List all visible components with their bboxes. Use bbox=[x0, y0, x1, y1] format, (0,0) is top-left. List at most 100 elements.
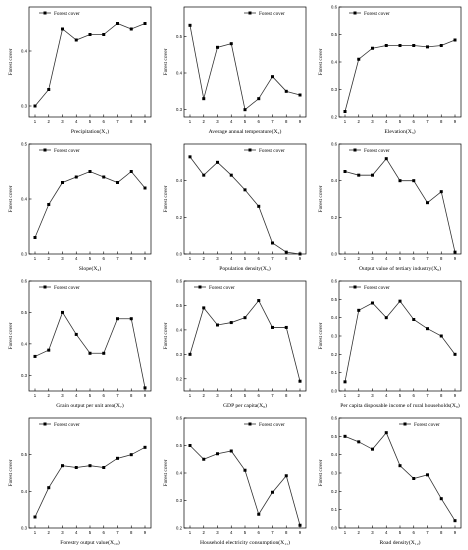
y-axis-label: Forest cover bbox=[318, 185, 324, 212]
x-tick-label: 9 bbox=[144, 530, 147, 535]
x-tick-label: 2 bbox=[48, 393, 51, 398]
data-point bbox=[426, 473, 429, 477]
data-point bbox=[188, 155, 192, 159]
y-tick-label: 0.5 bbox=[176, 443, 183, 448]
y-axis-label: Forest cover bbox=[318, 322, 324, 349]
x-tick-label: 4 bbox=[385, 393, 388, 398]
y-tick-label: 0.2 bbox=[176, 376, 183, 381]
x-tick-label: 8 bbox=[440, 393, 443, 398]
x-tick-label: 8 bbox=[285, 119, 288, 124]
x-tick-label: 8 bbox=[130, 119, 133, 124]
legend-label: Forest cover bbox=[259, 11, 285, 17]
y-axis-label: Forest cover bbox=[163, 322, 169, 349]
y-tick-label: 0.5 bbox=[331, 297, 338, 302]
data-point bbox=[202, 306, 206, 310]
x-tick-label: 3 bbox=[61, 119, 64, 124]
y-tick-label: 0.3 bbox=[331, 87, 338, 92]
y-tick-label: 0.4 bbox=[331, 315, 338, 320]
data-point bbox=[129, 317, 133, 321]
data-point bbox=[439, 334, 443, 338]
data-point bbox=[271, 325, 274, 329]
y-tick-label: 0.3 bbox=[176, 107, 183, 112]
x-axis-label: Output value of tertiary industry(X₆) bbox=[359, 265, 441, 272]
chart-panel-12: 1 2 3 4 5 6 7 8 9 0.0 0.1 0.2 0.3 0.4 0.5 0.6 Forest cov… bbox=[318, 416, 462, 546]
y-tick-label: 0.2 bbox=[331, 115, 338, 120]
x-tick-label: 6 bbox=[413, 393, 416, 398]
legend-marker bbox=[248, 11, 252, 15]
legend-label: Forest cover bbox=[259, 148, 285, 154]
data-point bbox=[398, 179, 402, 183]
forest-cover-series-line bbox=[344, 39, 456, 112]
data-point bbox=[74, 175, 78, 179]
legend-marker bbox=[43, 148, 47, 152]
data-point bbox=[102, 466, 106, 469]
y-axis-label: Forest cover bbox=[163, 185, 169, 212]
x-tick-label: 4 bbox=[385, 256, 388, 261]
data-point bbox=[426, 45, 429, 49]
y-tick-label: 0.3 bbox=[331, 334, 338, 339]
x-tick-label: 7 bbox=[271, 119, 274, 124]
data-point bbox=[453, 519, 457, 523]
chart-panel-3: 1 2 3 4 5 6 7 8 9 0.2 0.3 0.4 0.5 0.6 Forest cover Elev… bbox=[318, 5, 462, 135]
data-point bbox=[216, 323, 219, 327]
legend-marker bbox=[43, 11, 47, 15]
x-tick-label: 7 bbox=[271, 256, 274, 261]
plot-frame bbox=[338, 417, 462, 529]
data-point bbox=[357, 57, 361, 61]
x-tick-label: 8 bbox=[440, 530, 443, 535]
x-tick-label: 4 bbox=[75, 119, 78, 124]
forest-cover-series-line bbox=[344, 157, 456, 253]
x-tick-label: 4 bbox=[75, 256, 78, 261]
x-tick-label: 3 bbox=[216, 393, 219, 398]
legend-label: Forest cover bbox=[54, 11, 80, 17]
legend-label: Forest cover bbox=[54, 148, 80, 154]
data-point bbox=[371, 301, 374, 305]
x-tick-label: 1 bbox=[344, 119, 347, 124]
x-tick-label: 5 bbox=[244, 530, 247, 535]
forest-cover-series-line bbox=[189, 25, 301, 111]
y-tick-label: 0.4 bbox=[331, 178, 338, 183]
x-tick-label: 1 bbox=[189, 119, 192, 124]
data-point bbox=[343, 380, 347, 384]
forest-cover-series-line bbox=[189, 299, 301, 382]
x-tick-label: 9 bbox=[299, 530, 302, 535]
data-point bbox=[243, 108, 247, 112]
x-tick-label: 3 bbox=[216, 530, 219, 535]
plot-frame bbox=[183, 143, 307, 255]
data-point bbox=[412, 179, 416, 183]
forest-cover-series-line bbox=[189, 445, 301, 526]
plot-frame bbox=[338, 6, 462, 118]
x-tick-label: 3 bbox=[371, 256, 374, 261]
data-point bbox=[74, 466, 78, 469]
data-point bbox=[74, 332, 78, 336]
x-tick-label: 3 bbox=[61, 393, 64, 398]
x-tick-label: 2 bbox=[48, 119, 51, 124]
x-tick-label: 8 bbox=[440, 119, 443, 124]
y-tick-label: 0.5 bbox=[331, 434, 338, 439]
x-tick-label: 2 bbox=[48, 256, 51, 261]
x-tick-label: 2 bbox=[358, 393, 361, 398]
legend-marker bbox=[43, 285, 47, 289]
data-point bbox=[188, 23, 192, 27]
data-point bbox=[384, 157, 388, 161]
x-tick-label: 8 bbox=[130, 256, 133, 261]
y-tick-label: 0.3 bbox=[21, 104, 28, 109]
data-point bbox=[61, 181, 64, 184]
y-tick-label: 0.6 bbox=[176, 416, 183, 421]
x-tick-label: 3 bbox=[216, 119, 219, 124]
y-tick-label: 0.5 bbox=[21, 452, 28, 457]
x-tick-label: 9 bbox=[454, 119, 457, 124]
y-tick-label: 0.4 bbox=[176, 471, 183, 476]
x-tick-label: 3 bbox=[216, 256, 219, 261]
data-point bbox=[284, 474, 288, 478]
x-tick-label: 2 bbox=[203, 393, 206, 398]
y-axis-label: Forest cover bbox=[8, 459, 14, 486]
data-point bbox=[298, 252, 302, 256]
x-tick-label: 6 bbox=[258, 530, 261, 535]
y-tick-label: 0.0 bbox=[176, 252, 183, 257]
x-axis-label: Precipitation(X₁) bbox=[71, 128, 109, 135]
data-point bbox=[284, 250, 288, 254]
legend-label: Forest cover bbox=[54, 285, 80, 291]
chart-panel-8: 1 2 3 4 5 6 7 8 9 0.2 0.3 0.4 0.5 0.6 Forest cover GDP … bbox=[163, 279, 307, 409]
